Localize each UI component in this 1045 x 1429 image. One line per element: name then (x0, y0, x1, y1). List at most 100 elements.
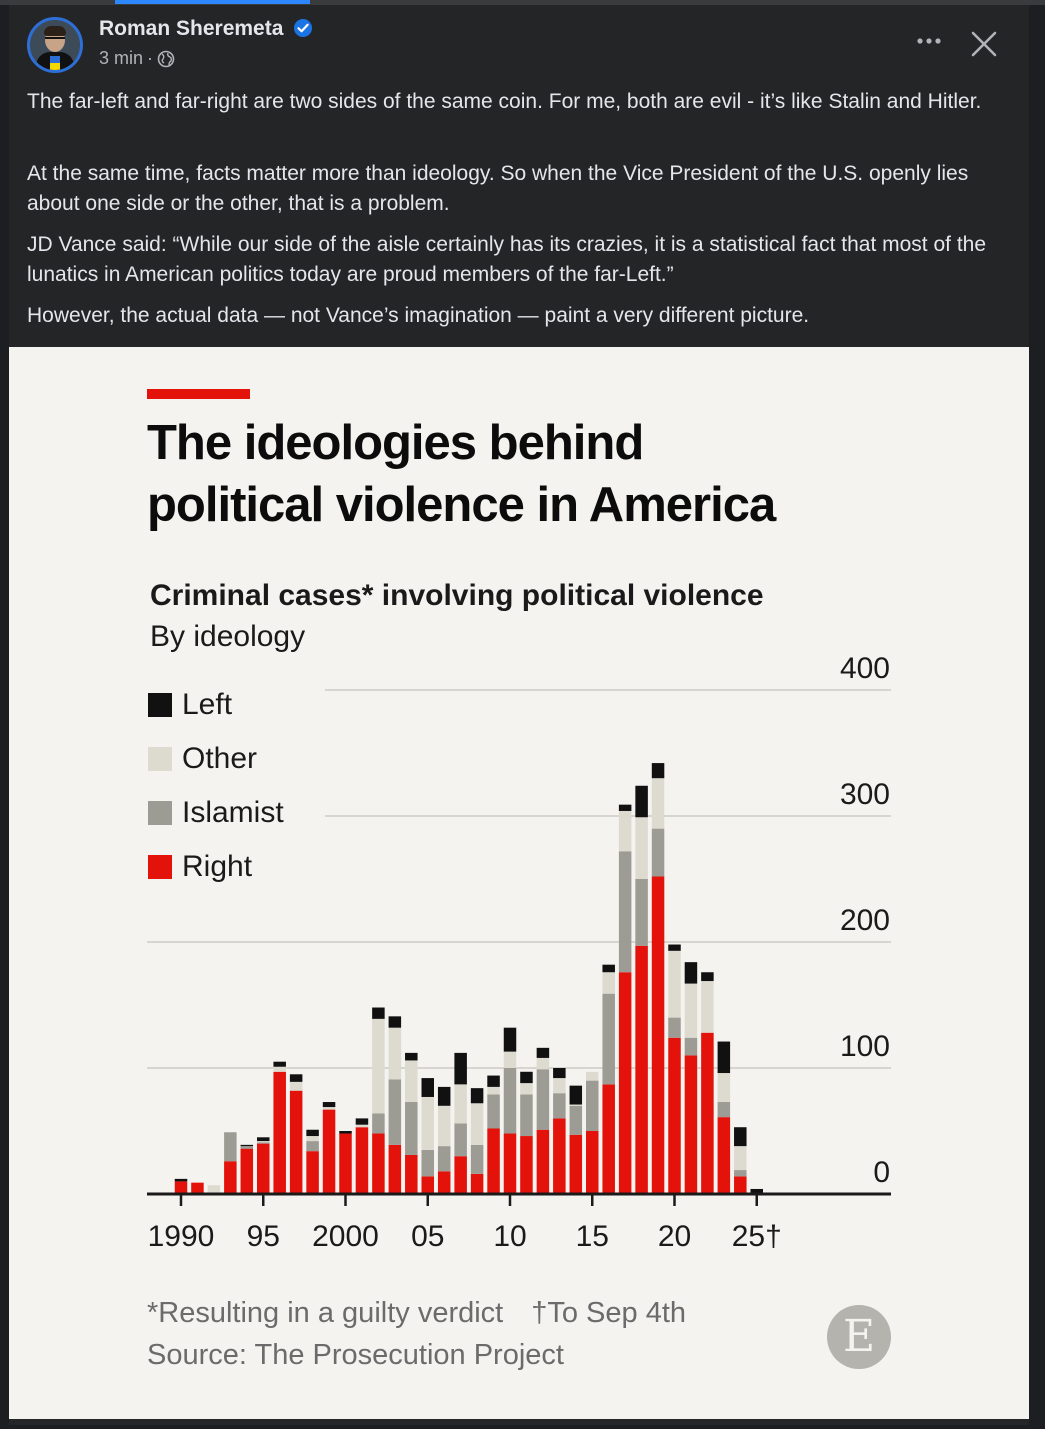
bar-segment-left (569, 1085, 583, 1105)
bar-segment-left (503, 1027, 517, 1052)
bar-segment-other (454, 1084, 467, 1124)
chart-footnotes: *Resulting in a guilty verdict †To Sep 4t… (147, 1297, 686, 1330)
bar-segment-islamist (569, 1105, 583, 1135)
bar-segment-other (586, 1071, 599, 1081)
bar-segment-other (289, 1081, 303, 1091)
bar-segment-right (503, 1133, 517, 1194)
bar-segment-left (421, 1078, 434, 1097)
bar-segment-right (224, 1161, 237, 1194)
bar-segment-right (668, 1037, 681, 1194)
close-icon[interactable] (967, 27, 1001, 61)
bar-segment-left (405, 1052, 418, 1061)
bar-segment-left (635, 785, 648, 818)
bar-segment-other (322, 1107, 336, 1110)
legend-label: Islamist (182, 796, 284, 829)
bar-segment-left (240, 1144, 254, 1147)
bar-segment-islamist (553, 1093, 566, 1119)
bar-segment-right (635, 945, 648, 1194)
bar-segment-islamist (470, 1144, 484, 1174)
legend-item-other: Other (148, 739, 257, 779)
bar-segment-other (207, 1185, 221, 1193)
avatar[interactable] (27, 17, 83, 73)
y-tick-label: 400 (840, 652, 890, 685)
bar-segment-left (322, 1102, 336, 1108)
footnote: *Resulting in a guilty verdict (147, 1297, 504, 1329)
bar-segment-left (437, 1086, 451, 1106)
bar-segment-right (372, 1133, 385, 1194)
bar-segment-islamist (224, 1132, 237, 1162)
bar-segment-islamist (684, 1037, 698, 1056)
bar-segment-other (437, 1105, 451, 1147)
bar-segment-other (273, 1066, 286, 1072)
bar-segment-islamist (668, 1017, 681, 1038)
chart-source: Source: The Prosecution Project (147, 1339, 564, 1371)
post-meta: 3 min · (99, 48, 175, 69)
bar-segment-right (355, 1127, 369, 1194)
bar-segment-left (339, 1131, 352, 1134)
bar-segment-left (734, 1127, 747, 1147)
bar-segment-right (618, 972, 632, 1194)
bar-segment-right (569, 1134, 583, 1194)
more-options-icon[interactable] (909, 27, 949, 55)
bar-segment-left (470, 1088, 484, 1104)
bar-segment-left (454, 1052, 467, 1085)
bar-segment-left (487, 1075, 500, 1087)
x-tick-label: 15 (576, 1220, 609, 1253)
bar-segment-right (437, 1171, 451, 1194)
bar-segment-islamist (651, 828, 665, 877)
bar-segment-right (306, 1151, 319, 1194)
chart-title-line: The ideologies behind (147, 416, 644, 470)
bar-segment-left (651, 763, 665, 779)
x-tick-label: 25† (732, 1220, 782, 1253)
x-tick-label: 20 (658, 1220, 691, 1253)
globe-icon (157, 50, 175, 67)
bar-segment-other (569, 1104, 583, 1106)
bar-segment-right (684, 1055, 698, 1194)
bar-segment-other (421, 1096, 434, 1150)
bar-segment-other (487, 1086, 500, 1095)
bar-segment-islamist (257, 1142, 270, 1144)
bar-segment-other (520, 1083, 533, 1095)
author-name[interactable]: Roman Sheremeta (99, 17, 284, 40)
bar-segment-other (257, 1141, 270, 1143)
post-text-paragraph: At the same time, facts matter more than… (27, 162, 969, 215)
bar-segment-left (684, 962, 698, 984)
bar-segment-other (553, 1078, 566, 1094)
bar-segment-other (618, 810, 632, 852)
x-tick-label: 1990 (148, 1220, 215, 1253)
bar-segment-right (536, 1129, 550, 1194)
y-tick-label: 100 (840, 1030, 890, 1063)
bar-segment-other (668, 950, 681, 1018)
bar-segment-right (388, 1144, 402, 1194)
chart-subtitle: Criminal cases* involving political viol… (150, 579, 764, 612)
bar-segment-right (322, 1109, 336, 1194)
bar-segment-other (734, 1146, 747, 1171)
bar-segment-right (191, 1182, 204, 1194)
bar-segment-other (684, 983, 698, 1038)
publisher-logo: E (827, 1305, 891, 1369)
post-text-paragraph: JD Vance said: “While our side of the ai… (27, 233, 987, 286)
legend-swatch-right (148, 855, 172, 879)
bar-segment-other (701, 981, 714, 1033)
bar-segment-right (273, 1071, 286, 1194)
bar-segment-left (520, 1071, 533, 1084)
bar-segment-right (602, 1084, 615, 1194)
bar-segment-islamist (454, 1123, 467, 1157)
x-tick-label: 95 (247, 1220, 280, 1253)
bar-segment-right (454, 1156, 467, 1194)
bar-segment-right (553, 1118, 566, 1194)
bar-segment-left (536, 1047, 550, 1058)
bar-segment-left (388, 1016, 402, 1028)
chart-image[interactable]: The ideologies behind political violence… (9, 347, 1029, 1419)
bar-segment-islamist (602, 993, 615, 1085)
bar-segment-right (734, 1176, 747, 1194)
bar-segment-islamist (437, 1146, 451, 1172)
post-time[interactable]: 3 min (99, 48, 144, 68)
x-tick-label: 2000 (312, 1220, 379, 1253)
active-tab-indicator (115, 0, 310, 4)
legend-swatch-islamist (148, 801, 172, 825)
y-tick-label: 300 (840, 778, 890, 811)
bar-segment-islamist (717, 1102, 731, 1118)
bar-segment-left (273, 1061, 286, 1067)
bar-segment-other (635, 817, 648, 879)
